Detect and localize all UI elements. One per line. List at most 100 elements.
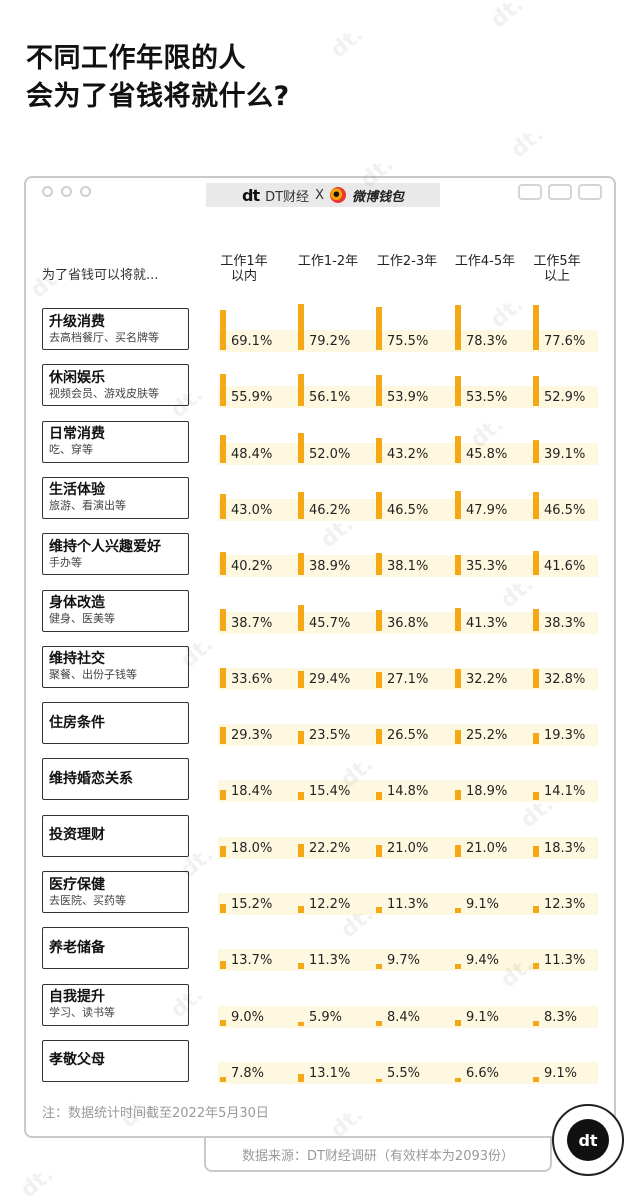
- value-label: 9.7%: [387, 953, 421, 969]
- row-band: [218, 1005, 598, 1028]
- value-label: 52.0%: [309, 446, 351, 462]
- bar: [298, 605, 304, 632]
- value-label: 6.6%: [466, 1065, 500, 1081]
- windows-icon: [578, 184, 602, 200]
- bar: [298, 791, 304, 801]
- bar: [298, 304, 304, 350]
- bar: [220, 552, 226, 576]
- bar: [220, 434, 226, 463]
- category-name: 升级消费: [49, 313, 105, 330]
- value-label: 26.5%: [387, 728, 429, 744]
- category-name: 孝敬父母: [49, 1052, 105, 1069]
- column-header-line: 工作1-2年: [297, 254, 359, 269]
- bar: [376, 610, 382, 632]
- row-band: [218, 780, 598, 803]
- value-label: 40.2%: [231, 559, 273, 575]
- category-name: 日常消费: [49, 426, 105, 443]
- row-band: [218, 330, 598, 352]
- bar: [533, 905, 539, 913]
- value-label: 77.6%: [544, 334, 586, 349]
- row-band: [218, 893, 598, 915]
- value-label: 38.9%: [309, 559, 351, 575]
- value-label: 13.1%: [309, 1065, 351, 1081]
- value-label: 5.9%: [309, 1009, 343, 1025]
- title-line-2: 会为了省钱将就什么?: [26, 81, 290, 112]
- bar: [376, 728, 382, 745]
- category-subtitle: 聚餐、出份子钱等: [49, 668, 137, 682]
- row-band: [218, 724, 598, 747]
- bar: [455, 1020, 461, 1026]
- category-box: 投资理财: [42, 814, 189, 857]
- bar: [298, 374, 304, 407]
- bar: [298, 552, 304, 576]
- row-band: [218, 667, 598, 690]
- category-name: 维持个人兴趣爱好: [49, 538, 161, 555]
- value-label: 46.2%: [309, 502, 351, 518]
- dt-logo-icon: dt: [567, 1119, 609, 1161]
- value-label: 9.1%: [544, 1065, 578, 1081]
- minimize-dot-icon: [61, 186, 72, 197]
- row-header: 为了省钱可以将就...: [42, 268, 159, 283]
- bar: [455, 907, 461, 913]
- footnote: 注：数据统计时间截至2022年5月30日: [42, 1106, 269, 1121]
- category-box: 生活体验 旅游、看演出等: [42, 476, 189, 519]
- category-name: 休闲娱乐: [49, 369, 105, 386]
- bar: [220, 846, 226, 857]
- bar: [455, 554, 461, 576]
- category-subtitle: 去高档餐厅、买名牌等: [49, 330, 159, 344]
- bar: [298, 432, 304, 463]
- value-label: 18.4%: [231, 784, 273, 800]
- category-box: 维持个人兴趣爱好 手办等: [42, 533, 189, 576]
- category-box: 维持社交 聚餐、出份子钱等: [42, 645, 189, 688]
- column-header-line: 以内: [230, 269, 257, 284]
- row-band: [218, 386, 598, 409]
- bar: [376, 492, 382, 519]
- column-header: 工作4-5年: [449, 254, 521, 269]
- brand-bar: dt DT财经 X 微博钱包: [206, 183, 440, 207]
- bar: [298, 905, 304, 913]
- watermark: dt.: [506, 121, 549, 164]
- value-label: 43.2%: [387, 446, 429, 462]
- value-label: 75.5%: [387, 334, 429, 349]
- corner-logo: dt: [552, 1104, 624, 1176]
- value-label: 14.8%: [387, 784, 429, 800]
- window-controls: [518, 184, 602, 200]
- value-label: 38.1%: [387, 559, 429, 575]
- bar: [533, 551, 539, 576]
- value-label: 25.2%: [466, 728, 508, 744]
- category-box: 休闲娱乐 视频会员、游戏皮肤等: [42, 364, 189, 407]
- category-name: 投资理财: [49, 827, 105, 844]
- value-label: 18.3%: [544, 840, 586, 856]
- bar: [533, 846, 539, 857]
- bar: [533, 1076, 539, 1082]
- category-box: 日常消费 吃、穿等: [42, 420, 189, 463]
- row-band: [218, 498, 598, 521]
- value-label: 48.4%: [231, 446, 273, 462]
- category-subtitle: 学习、读书等: [49, 1006, 115, 1020]
- value-label: 45.8%: [466, 446, 508, 462]
- value-label: 46.5%: [544, 502, 586, 518]
- value-label: 36.8%: [387, 615, 429, 631]
- value-label: 9.4%: [466, 953, 500, 969]
- bar: [533, 609, 539, 632]
- bar: [533, 1020, 539, 1026]
- value-label: 13.7%: [231, 953, 273, 969]
- bar: [533, 440, 539, 463]
- value-label: 7.8%: [231, 1065, 265, 1081]
- bar: [376, 672, 382, 688]
- category-box: 身体改造 健身、医美等: [42, 589, 189, 632]
- value-label: 27.1%: [387, 671, 429, 687]
- column-header-line: 工作4-5年: [454, 254, 516, 269]
- bar: [298, 1022, 304, 1026]
- source-text: 数据来源：DT财经调研（有效样本为2093份）: [241, 1148, 515, 1164]
- bar: [376, 437, 382, 463]
- cross-mark: X: [315, 187, 324, 203]
- bar: [533, 305, 539, 350]
- bar: [220, 789, 226, 801]
- bar: [220, 727, 226, 745]
- value-label: 19.3%: [544, 728, 586, 744]
- value-label: 5.5%: [387, 1065, 421, 1081]
- bar: [455, 963, 461, 970]
- value-label: 56.1%: [309, 390, 351, 406]
- category-box: 自我提升 学习、读书等: [42, 983, 189, 1026]
